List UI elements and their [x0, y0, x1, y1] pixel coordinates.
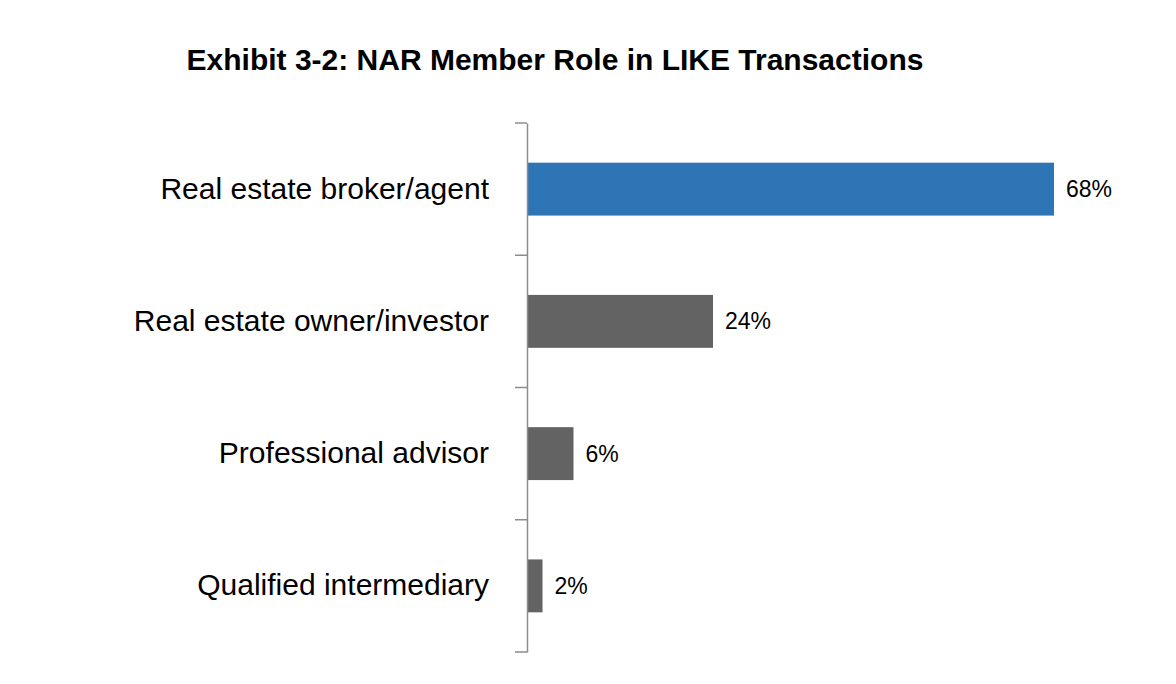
data-labels: 68% 24% 6% 2%	[555, 176, 1113, 599]
category-separator	[515, 387, 527, 389]
category-separator	[515, 255, 527, 257]
bar	[527, 427, 574, 480]
data-label: 2%	[555, 573, 588, 599]
category-separator	[515, 122, 527, 124]
tick-label: Real estate owner/investor	[134, 304, 489, 337]
bar	[527, 295, 713, 348]
category-axis: Real estate broker/agent Real estate owne…	[134, 124, 528, 653]
title: Exhibit 3-2: NAR Member Role in LIKE Tra…	[187, 43, 924, 76]
bars	[527, 163, 1054, 613]
data-label: 6%	[586, 441, 619, 467]
tick-label: Real estate broker/agent	[160, 172, 489, 205]
bar	[527, 163, 1054, 216]
tick: Real estate broker/agent	[160, 172, 489, 205]
tick: Qualified intermediary	[197, 568, 489, 601]
data-label: 68%	[1066, 176, 1112, 202]
tick: Real estate owner/investor	[134, 304, 489, 337]
bar	[527, 559, 543, 612]
category-separator	[515, 519, 527, 521]
data-label: 24%	[725, 308, 771, 334]
separators	[515, 123, 527, 652]
tick: Professional advisor	[219, 436, 489, 469]
tick-label: Qualified intermediary	[197, 568, 489, 601]
tick-label: Professional advisor	[219, 436, 489, 469]
chart: Exhibit 3-2: NAR Member Role in LIKE Tra…	[0, 0, 1176, 684]
category-separator	[515, 651, 527, 653]
